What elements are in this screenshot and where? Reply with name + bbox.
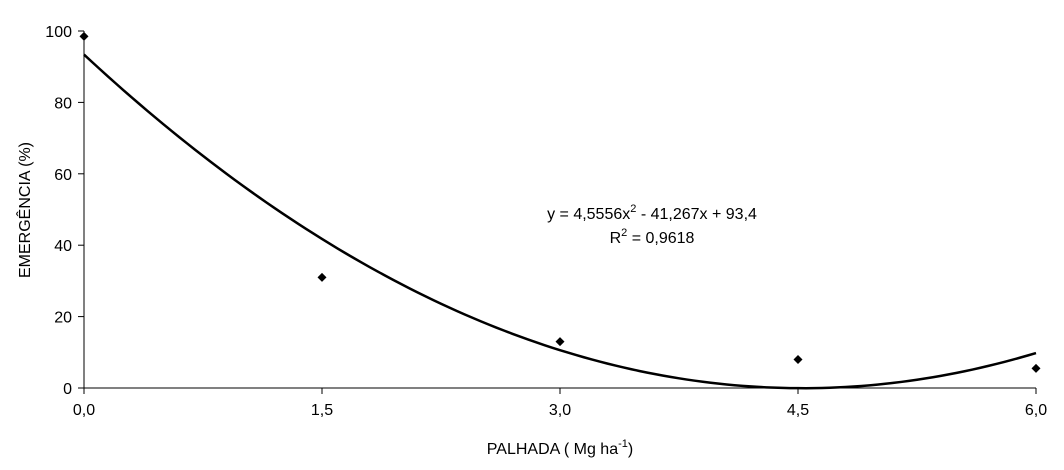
trendline-equation: y = 4,5556x2 - 41,267x + 93,4 bbox=[547, 203, 757, 223]
data-point bbox=[793, 354, 803, 364]
x-tick-label: 4,5 bbox=[787, 402, 809, 419]
data-point bbox=[79, 31, 89, 41]
y-tick-label: 80 bbox=[54, 95, 72, 112]
x-axis-title: PALHADA ( Mg ha-1) bbox=[487, 438, 633, 458]
x-tick-label: 0,0 bbox=[73, 402, 95, 419]
y-tick-label: 0 bbox=[63, 381, 72, 398]
y-tick-label: 40 bbox=[54, 238, 72, 255]
y-axis-title: EMERGÊNCIA (%) bbox=[15, 142, 34, 278]
trendline-curve bbox=[83, 53, 1037, 390]
y-tick-label: 100 bbox=[45, 24, 72, 41]
x-ticks: 0,0 1,5 3,0 4,5 6,0 bbox=[73, 388, 1047, 419]
y-ticks: 0 20 40 60 80 100 bbox=[45, 24, 84, 398]
y-tick-label: 60 bbox=[54, 167, 72, 184]
data-point bbox=[555, 337, 565, 347]
x-tick-label: 3,0 bbox=[549, 402, 571, 419]
x-tick-label: 1,5 bbox=[311, 402, 333, 419]
data-point bbox=[317, 272, 327, 282]
y-tick-label: 20 bbox=[54, 310, 72, 327]
data-points bbox=[79, 31, 1041, 373]
data-point bbox=[1031, 363, 1041, 373]
r-squared-label: R2 = 0,9618 bbox=[610, 227, 695, 247]
x-tick-label: 6,0 bbox=[1025, 402, 1047, 419]
